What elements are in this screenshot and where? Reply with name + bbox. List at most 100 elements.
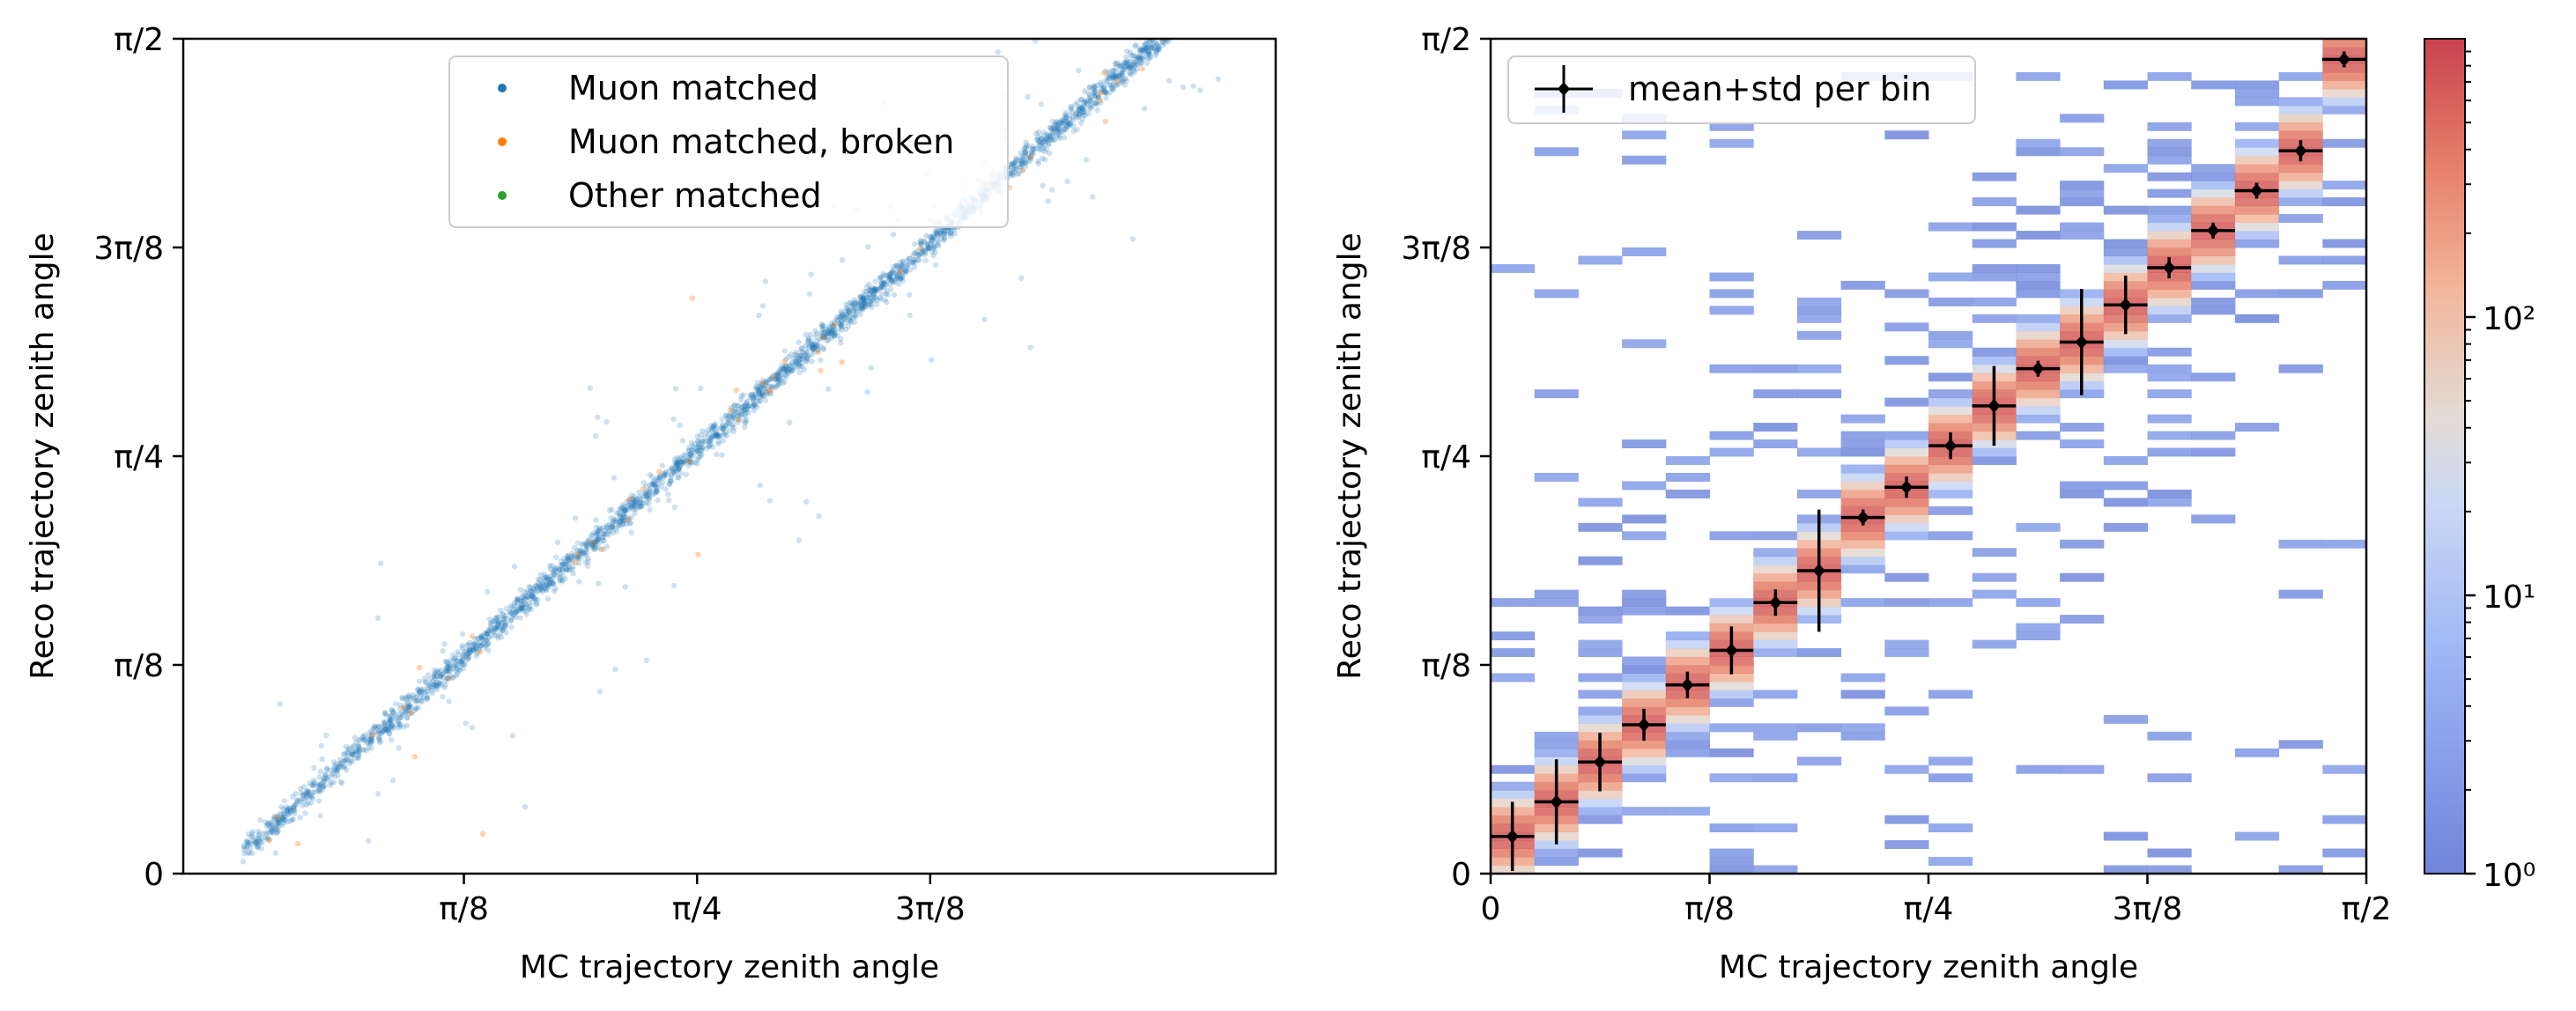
scatter-point — [249, 830, 255, 838]
scatter-point — [1105, 76, 1112, 82]
scatter-point — [723, 412, 729, 419]
heatmap-cell — [1578, 815, 1623, 824]
scatter-point — [417, 664, 423, 671]
heatmap-cell — [1884, 464, 1929, 474]
scatter-point — [1083, 157, 1090, 163]
scatter-point — [887, 275, 893, 281]
heatmap-cell — [1753, 581, 1798, 591]
heatmap-cell — [1534, 472, 1579, 482]
scatter-point — [537, 585, 544, 591]
scatter-point — [569, 553, 575, 559]
scatter-point — [554, 572, 560, 579]
scatter-point — [906, 260, 912, 267]
scatter-point — [893, 262, 899, 269]
scatter-point — [692, 445, 699, 452]
scatter-point — [1056, 133, 1062, 139]
heatmap-cell — [1928, 489, 1973, 498]
scatter-point — [596, 525, 603, 531]
scatter-point — [273, 826, 280, 833]
heatmap-cell — [1709, 748, 1754, 757]
scatter-point — [805, 341, 811, 347]
scatter-point — [274, 815, 280, 821]
scatter-point — [1136, 53, 1143, 59]
scatter-point — [564, 555, 571, 562]
heatmap-cell — [1753, 548, 1798, 557]
scatter-point — [645, 491, 652, 498]
scatter-point — [1039, 140, 1046, 146]
scatter-point — [647, 472, 653, 478]
heatmap-cell — [2103, 339, 2148, 349]
scatter-point — [582, 559, 589, 565]
scatter-point — [1025, 144, 1032, 150]
scatter-point — [264, 821, 271, 828]
scatter-point — [719, 416, 725, 423]
scatter-point — [368, 738, 374, 745]
scatter-point — [1185, 17, 1190, 22]
scatter-point — [265, 820, 271, 826]
scatter-point — [910, 259, 916, 265]
scatter-point — [240, 859, 247, 865]
scatter-point — [763, 380, 769, 386]
scatter-point — [1145, 48, 1151, 55]
scatter-point — [1115, 73, 1122, 79]
scatter-point — [912, 256, 919, 262]
scatter-point — [659, 462, 665, 469]
scatter-point — [492, 624, 498, 631]
scatter-point — [1173, 16, 1179, 21]
heatmap-cell — [2234, 231, 2280, 240]
scatter-point — [300, 802, 306, 808]
heatmap-cell — [2278, 97, 2323, 107]
heatmap-cell — [2191, 197, 2236, 207]
heatmap-cell — [2060, 181, 2105, 190]
scatter-point — [428, 687, 434, 694]
heatmap-cell — [2278, 539, 2323, 549]
scatter-point — [1145, 55, 1151, 62]
heatmap-cell — [2060, 231, 2105, 240]
scatter-point — [406, 710, 413, 717]
scatter-point — [886, 275, 892, 281]
scatter-point — [1053, 119, 1060, 125]
scatter-point — [1107, 71, 1113, 77]
heatmap-cell — [1578, 615, 1623, 624]
scatter-point — [556, 566, 563, 573]
scatter-point — [1146, 49, 1152, 56]
scatter-point — [1177, 19, 1182, 25]
scatter-point — [812, 333, 818, 339]
heatmap-cell — [1972, 172, 2017, 181]
scatter-point — [617, 518, 623, 525]
scatter-point — [828, 329, 834, 336]
scatter-point — [917, 239, 923, 245]
scatter-point — [392, 701, 399, 707]
scatter-point — [477, 634, 485, 641]
scatter-point — [447, 667, 454, 674]
scatter-point — [559, 567, 566, 573]
scatter-point — [1188, 9, 1194, 14]
scatter-point — [764, 389, 770, 396]
scatter-point — [280, 806, 286, 812]
scatter-point — [844, 305, 851, 311]
scatter-point — [1128, 65, 1134, 71]
scatter-point — [618, 515, 625, 522]
scatter-point — [803, 358, 811, 365]
scatter-point — [450, 666, 457, 672]
scatter-point — [451, 663, 457, 669]
scatter-point — [1076, 111, 1082, 118]
scatter-point — [1051, 126, 1058, 132]
scatter-point — [470, 641, 476, 647]
scatter-point — [433, 675, 439, 683]
scatter-point — [701, 434, 708, 441]
heatmap-cell — [1622, 748, 1667, 757]
scatter-point — [816, 336, 823, 343]
scatter-point — [709, 432, 716, 439]
scatter-point — [279, 816, 286, 823]
scatter-point — [934, 230, 941, 236]
heatmap-cell — [2147, 231, 2192, 240]
scatter-point — [1046, 140, 1052, 147]
scatter-point — [342, 757, 349, 764]
scatter-point — [494, 632, 500, 639]
scatter-point — [613, 519, 619, 525]
scatter-point — [271, 823, 278, 829]
scatter-point — [732, 408, 739, 415]
colorbar-tick-label: 10⁰ — [2483, 858, 2535, 894]
y-tick-label: 0 — [1451, 857, 1471, 893]
